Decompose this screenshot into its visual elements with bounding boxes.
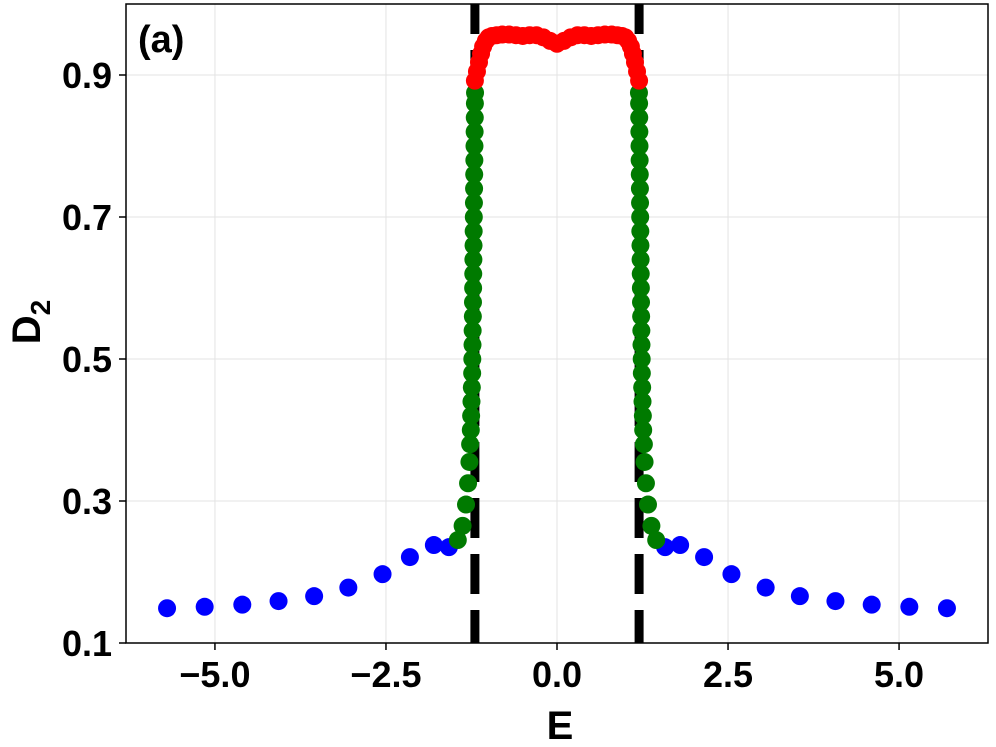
data-point [630, 165, 649, 184]
data-point [632, 335, 651, 354]
data-point [464, 208, 483, 226]
data-point [457, 495, 476, 514]
y-tick-label: 0.3 [62, 481, 112, 522]
y-tick-label: 0.1 [62, 623, 112, 664]
data-point [400, 548, 419, 567]
data-point [635, 452, 654, 471]
data-point [722, 565, 741, 584]
data-point [465, 179, 484, 198]
data-point [464, 264, 483, 283]
data-point [464, 193, 483, 212]
data-point [464, 222, 483, 241]
data-point [631, 222, 650, 241]
data-point [465, 151, 484, 170]
data-point [269, 592, 288, 611]
data-point [632, 321, 651, 340]
data-point [756, 578, 775, 597]
x-tick-label: 0.0 [532, 654, 582, 695]
data-point [862, 595, 881, 614]
data-points [158, 25, 956, 618]
data-point [465, 165, 484, 184]
data-point [461, 421, 480, 439]
data-point [233, 595, 252, 614]
data-point [631, 279, 650, 297]
y-tick-label: 0.5 [62, 339, 112, 380]
data-point [631, 236, 650, 255]
data-point [633, 406, 652, 425]
data-point [158, 599, 177, 618]
data-point [638, 495, 657, 514]
data-point [633, 392, 652, 411]
data-point [937, 599, 956, 618]
data-point [453, 516, 472, 535]
data-point [463, 335, 482, 354]
data-point [339, 578, 358, 597]
data-point [465, 137, 484, 155]
data-point [630, 108, 649, 127]
data-point [465, 122, 484, 141]
data-point [462, 378, 481, 397]
data-point [630, 179, 649, 198]
data-point [464, 279, 483, 297]
data-point [630, 151, 649, 170]
data-point [631, 208, 650, 226]
panel-label: (a) [138, 19, 184, 61]
data-point [647, 531, 666, 550]
data-point [459, 474, 478, 493]
data-point [424, 536, 443, 555]
data-point [632, 293, 651, 312]
x-axis-label: E [547, 704, 574, 747]
data-point [448, 531, 467, 550]
data-point [632, 364, 651, 383]
data-point [465, 108, 484, 127]
data-point [631, 193, 650, 212]
y-axis-label-subscript: 2 [25, 300, 56, 316]
data-point [630, 122, 649, 141]
data-point [630, 137, 649, 155]
data-point [464, 236, 483, 255]
y-tick-label: 0.7 [62, 197, 112, 238]
x-tick-label: −2.5 [350, 654, 421, 695]
data-point [631, 250, 650, 269]
data-point [790, 587, 809, 606]
data-point [463, 293, 482, 312]
y-tick-label: 0.9 [62, 55, 112, 96]
data-point [631, 264, 650, 283]
data-point [463, 364, 482, 383]
data-point [463, 321, 482, 340]
data-point [630, 71, 649, 90]
data-point [463, 350, 482, 368]
data-point [634, 435, 653, 454]
y-axis-label-main: D [5, 315, 49, 344]
data-point [642, 516, 661, 535]
data-point [633, 378, 652, 397]
data-point [305, 587, 324, 606]
x-tick-label: 2.5 [703, 654, 753, 695]
grid [126, 4, 988, 644]
data-point [461, 435, 480, 454]
data-point [464, 250, 483, 269]
data-point [826, 592, 845, 611]
data-point [636, 474, 655, 493]
data-point [462, 392, 481, 411]
ticks: −5.0 −2.5 0.0 2.5 5.0 0.1 0.3 0.5 0.7 0.9 [62, 55, 924, 695]
y-axis-label: D2 [5, 300, 56, 344]
svg-text:D2: D2 [5, 300, 56, 344]
data-point [900, 597, 919, 616]
x-tick-label: −5.0 [179, 654, 250, 695]
data-point [630, 94, 649, 113]
data-point [632, 307, 651, 326]
data-point [671, 536, 690, 555]
data-point [632, 350, 651, 368]
data-point [463, 307, 482, 326]
data-point [460, 452, 479, 471]
data-point [195, 597, 214, 616]
data-point [373, 565, 392, 584]
data-point [634, 421, 653, 439]
data-point [462, 406, 481, 425]
x-tick-label: 5.0 [874, 654, 924, 695]
data-point [695, 548, 714, 567]
